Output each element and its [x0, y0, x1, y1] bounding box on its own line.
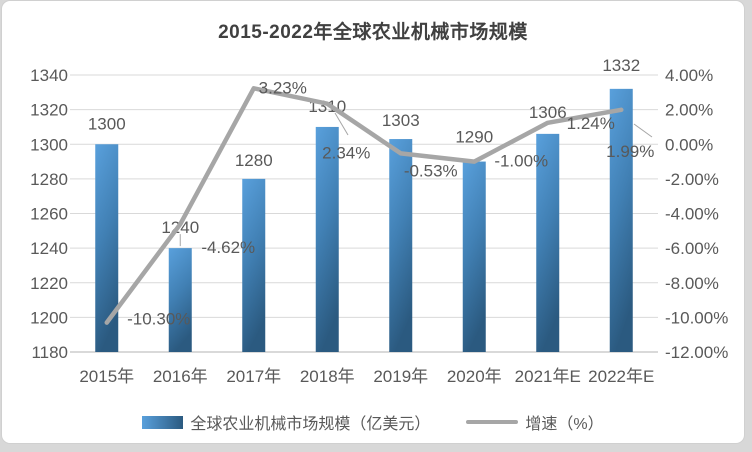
left-axis-tick: 1260 [30, 205, 68, 224]
x-axis-label: 2015年 [79, 367, 134, 386]
bar-2020年 [462, 161, 486, 352]
bar-value-label: 1300 [88, 114, 126, 133]
legend: 全球农业机械市场规模（亿美元） 增速（%） [2, 410, 744, 434]
right-axis-tick: -4.00% [665, 205, 719, 224]
bar-series-label: 全球农业机械市场规模（亿美元） [190, 416, 431, 433]
line-value-label: -1.00% [494, 152, 548, 171]
line-value-label: 1.24% [567, 114, 615, 133]
bar-value-label: 1303 [382, 111, 420, 130]
line-value-label: -10.30% [127, 310, 190, 329]
left-axis-tick: 1320 [30, 101, 68, 120]
right-axis-tick: 0.00% [665, 135, 713, 154]
bar-value-label: 1306 [529, 103, 567, 122]
bar-2022年E [609, 88, 633, 352]
left-axis-tick: 1180 [31, 343, 68, 362]
right-axis-tick: -2.00% [665, 170, 719, 189]
left-axis-tick: 1200 [30, 308, 68, 327]
chart-title: 2015-2022年全球农业机械市场规模 [218, 22, 528, 43]
bar-2017年 [242, 178, 266, 352]
line-series-label: 增速（%） [525, 416, 604, 433]
right-axis-tick: -12.00% [665, 343, 728, 362]
right-axis-tick: 4.00% [665, 66, 713, 85]
right-axis-tick: -6.00% [665, 239, 719, 258]
bar-2018年 [315, 126, 339, 352]
bar-2021年E [536, 133, 560, 352]
right-axis-tick: -8.00% [665, 274, 719, 293]
chart-card: 2015-2022年全球农业机械市场规模 1340 4.00% 1320 2.00% 1… [1, 0, 745, 444]
label-leader-line [334, 112, 349, 136]
x-axis-label: 2020年 [447, 367, 502, 386]
x-axis-label: 2022年E [588, 367, 654, 386]
bar-value-label: 1290 [455, 128, 493, 147]
right-axis-tick: 2.00% [665, 101, 713, 120]
line-value-label: 3.23% [259, 78, 307, 97]
right-axis-tick: -10.00% [665, 308, 728, 327]
bar-2015年 [95, 144, 119, 352]
bar-value-label: 1280 [235, 151, 273, 170]
left-axis-tick: 1220 [30, 274, 68, 293]
x-axis-label: 2018年 [300, 367, 355, 386]
x-axis-label: 2021年E [515, 367, 581, 386]
bar-value-label: 1332 [602, 56, 640, 75]
label-leader-line [633, 123, 653, 138]
x-axis-label: 2016年 [153, 367, 208, 386]
left-axis-tick: 1280 [30, 170, 68, 189]
left-axis-tick: 1300 [30, 135, 68, 154]
growth-line [104, 86, 624, 325]
chart-plot-area: 1340 4.00% 1320 2.00% 1300 0.00% 1280 -2.00% 126… [30, 56, 728, 386]
left-axis-tick: 1340 [30, 66, 68, 85]
x-axis-label: 2019年 [373, 367, 428, 386]
left-axis-tick: 1240 [30, 239, 68, 258]
x-axis-label: 2017年 [226, 367, 281, 386]
legend-item-growth-rate: 增速（%） [466, 410, 604, 434]
bar-2019年 [389, 139, 413, 352]
line-value-label: -4.62% [201, 238, 255, 257]
bar-2016年 [168, 248, 192, 352]
line-value-label: 1.99% [606, 142, 654, 161]
bar-series-swatch-icon [142, 415, 184, 429]
legend-item-market-size: 全球农业机械市场规模（亿美元） [142, 410, 430, 434]
line-value-label: -0.53% [404, 161, 458, 180]
line-value-label: 2.34% [322, 144, 370, 163]
line-series-swatch-icon [466, 420, 519, 424]
